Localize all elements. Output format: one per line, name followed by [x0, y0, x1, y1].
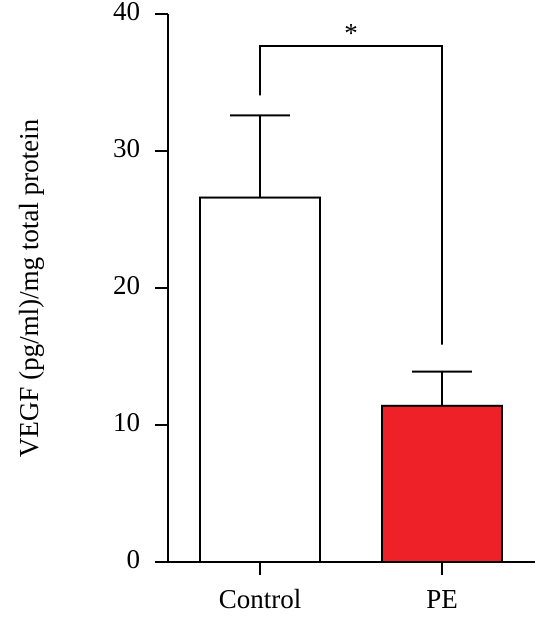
bar: [381, 404, 503, 563]
y-tick-label: 0: [127, 544, 141, 574]
bar: [199, 196, 321, 564]
x-tick-label: Control: [219, 584, 302, 614]
y-tick-label: 20: [113, 270, 140, 300]
significance-marker: *: [344, 18, 358, 48]
y-tick-label: 40: [113, 0, 140, 26]
y-axis-label: VEGF (pg/ml)/mg total protein: [14, 118, 44, 457]
x-tick-label: PE: [426, 584, 458, 614]
significance-bracket: [259, 45, 443, 345]
y-tick-label: 10: [113, 407, 140, 437]
y-tick-label: 30: [113, 133, 140, 163]
